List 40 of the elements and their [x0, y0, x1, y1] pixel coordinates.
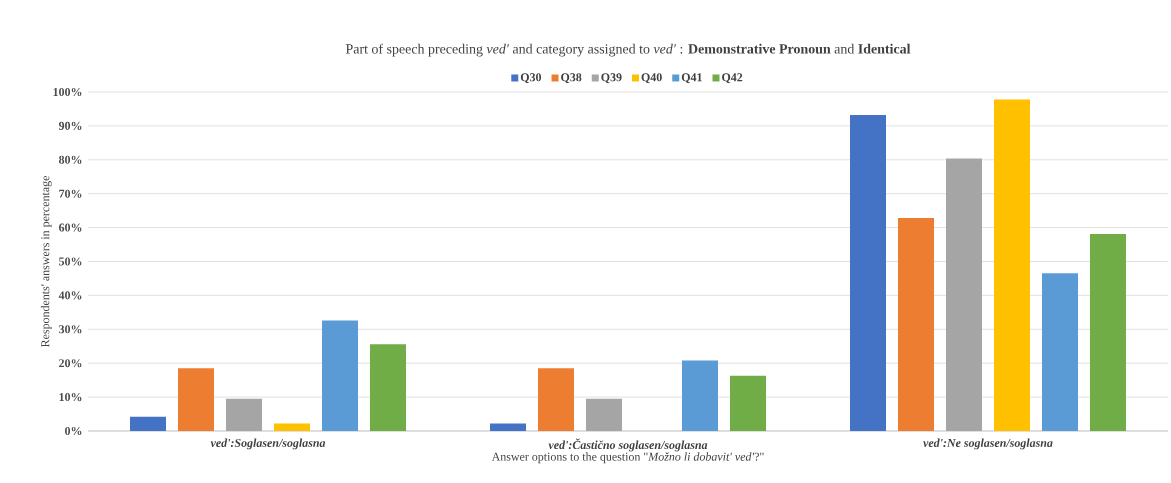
bar	[370, 344, 407, 431]
bar	[1042, 273, 1078, 431]
legend-label: Q40	[641, 73, 662, 84]
bar	[538, 368, 574, 431]
legend-label: Q42	[722, 73, 743, 84]
bar	[226, 398, 263, 431]
y-tick-label: 80%	[58, 155, 82, 164]
bar	[994, 99, 1030, 431]
bar	[586, 398, 622, 431]
bar	[946, 158, 982, 431]
bar	[274, 423, 311, 431]
x-tick-label: ved':Častično soglasen/soglasna	[548, 438, 708, 452]
x-tick-label: ved':Ne soglasen/soglasna	[923, 438, 1053, 450]
bar	[682, 360, 718, 431]
y-tick-label: 70%	[59, 189, 82, 198]
y-tick-label: 20%	[59, 359, 82, 368]
bar	[322, 320, 359, 431]
bar	[490, 423, 526, 431]
bar	[850, 115, 886, 431]
y-axis-title: Respondents' answers in percentage	[40, 176, 52, 348]
bar	[898, 218, 934, 431]
y-tick-label: 40%	[58, 291, 82, 300]
bar	[1090, 234, 1126, 431]
x-axis-title: Answer options to the question "Možno li dobavit' ved'?"	[491, 452, 764, 464]
bar	[130, 416, 167, 431]
y-tick-label: 30%	[59, 325, 82, 334]
legend-label: Q39	[601, 73, 622, 84]
chart-title: Part of speech preceding ved' and category assigned to ved' : Demonstrative Pronoun and Identical	[345, 43, 911, 57]
x-tick-label: ved':Soglasen/soglasna	[210, 438, 326, 450]
y-tick-label: 90%	[58, 121, 82, 130]
legend-label: Q30	[520, 73, 542, 84]
y-tick-label: 0%	[65, 426, 82, 436]
bar	[730, 375, 766, 431]
y-tick-label: 50%	[59, 257, 82, 266]
y-tick-label: 100%	[53, 87, 82, 97]
legend-label: Q41	[681, 73, 702, 84]
y-tick-label: 10%	[59, 393, 82, 402]
y-tick-label: 60%	[58, 223, 82, 232]
bar	[178, 368, 215, 431]
legend-label: Q38	[561, 73, 582, 84]
